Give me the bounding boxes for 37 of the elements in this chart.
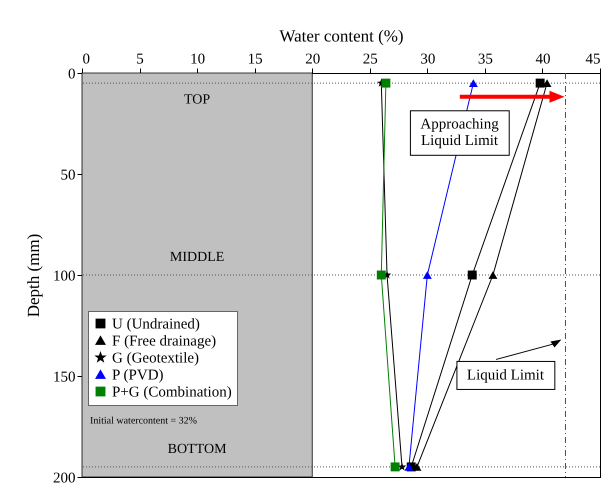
y-tick-label: 200 — [53, 470, 76, 486]
y-tick-label: 150 — [53, 370, 76, 386]
x-tick-label: 45 — [586, 52, 600, 68]
y-axis-title: Depth (mm) — [24, 234, 43, 318]
legend-label: F (Free drainage) — [112, 334, 216, 350]
x-tick-label: 20 — [305, 52, 320, 68]
ref-line-label: Liquid Limit — [466, 367, 545, 384]
x-tick-label: 30 — [420, 52, 436, 68]
annotation: Initial watercontent = 32% — [90, 415, 197, 426]
point — [422, 271, 432, 279]
x-axis-title: Water content (%) — [279, 26, 404, 46]
legend-label: P+G (Combination) — [112, 384, 232, 400]
x-tick-label: 0 — [82, 52, 90, 68]
x-tick-label: 10 — [190, 52, 206, 68]
annotation: MIDDLE — [170, 250, 224, 266]
x-tick-label: 25 — [362, 52, 378, 68]
annotation: Approaching Liquid Limit — [420, 116, 500, 150]
annotation: BOTTOM — [168, 442, 228, 458]
y-tick-label: 0 — [68, 66, 76, 82]
x-tick-label: 40 — [535, 52, 550, 68]
annotation: TOP — [184, 92, 210, 108]
point — [468, 270, 477, 280]
x-tick-label: 5 — [136, 52, 144, 68]
legend-label: U (Undrained) — [112, 316, 200, 332]
point — [376, 270, 386, 280]
point — [488, 271, 498, 279]
y-tick-label: 50 — [60, 168, 76, 184]
x-tick-label: 15 — [248, 52, 263, 68]
point — [536, 78, 545, 88]
point — [404, 463, 414, 471]
point — [468, 79, 478, 87]
legend-label: G (Geotextile) — [112, 350, 200, 366]
x-tick-label: 35 — [478, 52, 493, 68]
point — [390, 462, 400, 472]
legend-label: P (PVD) — [112, 368, 164, 384]
y-tick-label: 100 — [53, 268, 76, 284]
point — [381, 78, 390, 88]
